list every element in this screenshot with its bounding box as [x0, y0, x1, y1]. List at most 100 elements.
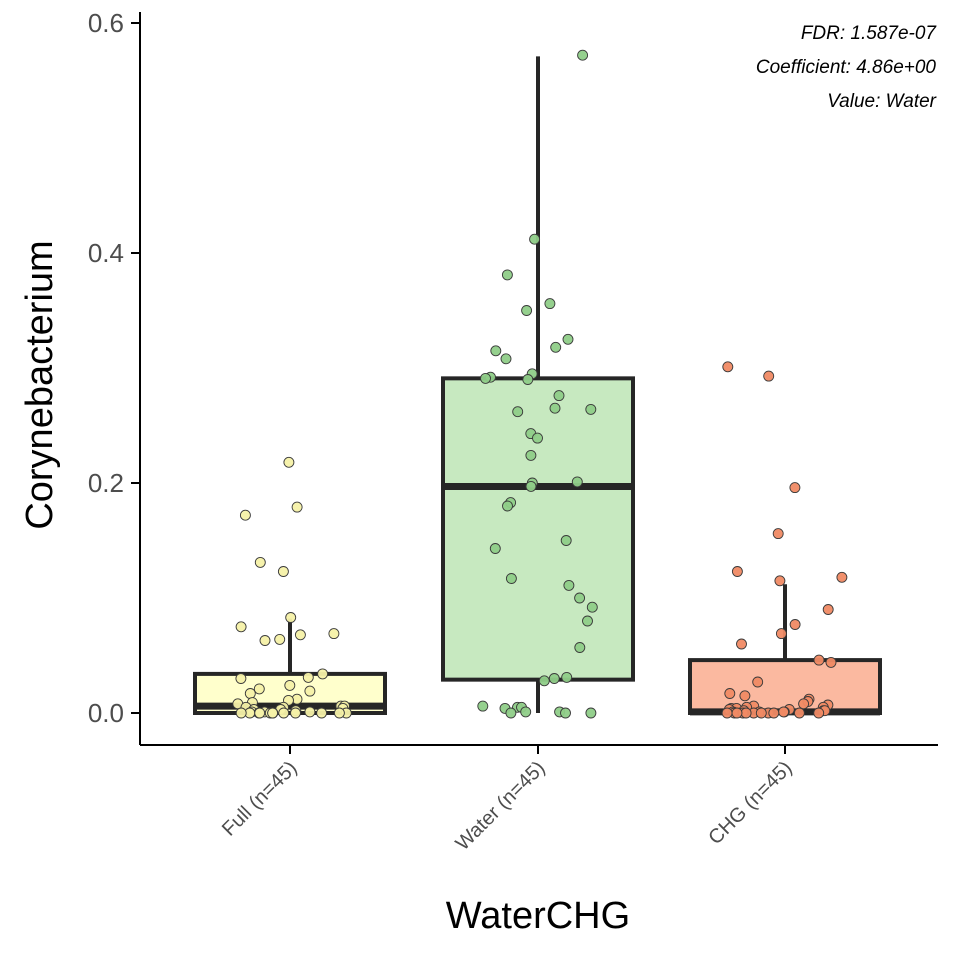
data-point	[490, 345, 502, 357]
data-point	[549, 402, 561, 414]
data-point	[532, 432, 543, 444]
data-point	[822, 604, 834, 615]
x-tick-label: Water (n=45)	[452, 757, 550, 855]
data-point	[316, 707, 328, 719]
data-point	[731, 566, 743, 577]
box-2	[688, 584, 882, 716]
y-tick-label: 0.2	[88, 468, 124, 498]
annotation-fdr: FDR: 1.587e-07	[801, 23, 938, 44]
data-point	[739, 690, 751, 702]
y-axis-title: Corynebacterium	[19, 240, 61, 529]
data-point	[560, 707, 571, 719]
data-point	[724, 688, 736, 699]
data-point	[290, 707, 301, 719]
data-point	[278, 707, 290, 719]
data-point	[538, 675, 550, 687]
x-axis: Full (n=45) Water (n=45) CHG (n=45)	[140, 744, 938, 855]
data-point	[789, 482, 801, 494]
data-point	[577, 49, 589, 61]
data-point	[574, 642, 586, 653]
data-point	[529, 233, 541, 245]
data-point	[562, 333, 574, 345]
data-point	[544, 298, 556, 310]
jitter-points	[232, 49, 848, 719]
box-1	[441, 56, 635, 713]
data-point	[277, 566, 289, 577]
data-point	[505, 573, 517, 584]
data-point	[525, 480, 537, 492]
data-point	[836, 571, 848, 583]
data-point	[561, 671, 573, 683]
data-point	[235, 621, 247, 633]
data-point	[553, 390, 565, 402]
data-point	[752, 676, 764, 688]
data-point	[244, 688, 256, 699]
iqr-box	[441, 376, 635, 682]
data-point	[294, 629, 306, 641]
data-point	[253, 683, 265, 695]
data-point	[480, 372, 491, 384]
data-point	[574, 592, 586, 604]
data-point	[477, 700, 489, 712]
y-tick-label: 0.6	[88, 8, 124, 38]
data-point	[778, 706, 790, 718]
annotation-value: Value: Water	[827, 91, 936, 112]
data-point	[585, 403, 597, 415]
data-point	[502, 500, 513, 512]
data-point	[333, 707, 345, 719]
data-point	[285, 612, 297, 623]
y-tick-label: 0.4	[88, 238, 124, 268]
y-axis: 0.0 0.2 0.4 0.6	[88, 8, 141, 745]
data-point	[525, 449, 537, 461]
data-point	[586, 601, 598, 613]
data-point	[505, 707, 517, 719]
data-point	[548, 673, 560, 684]
data-point	[239, 509, 251, 521]
data-point	[563, 579, 575, 591]
data-point	[328, 628, 340, 640]
data-point	[489, 543, 501, 554]
data-point	[235, 707, 247, 719]
data-point	[793, 707, 805, 719]
data-point	[512, 406, 524, 418]
data-point	[254, 707, 266, 719]
data-point	[813, 654, 825, 666]
iqr-box	[688, 658, 882, 715]
data-point	[235, 673, 247, 684]
data-point	[763, 370, 775, 382]
data-point	[825, 656, 837, 668]
data-point	[302, 671, 314, 683]
data-point	[520, 706, 532, 718]
data-point	[768, 707, 780, 719]
data-point	[789, 619, 801, 630]
data-point	[500, 353, 512, 365]
data-point	[813, 707, 825, 719]
data-point	[755, 707, 767, 719]
data-point	[772, 528, 784, 540]
data-point	[267, 707, 279, 719]
data-point	[521, 305, 533, 316]
data-point	[522, 374, 534, 385]
data-point	[254, 556, 266, 568]
data-point	[560, 535, 572, 546]
data-point	[284, 679, 296, 691]
data-point	[582, 615, 593, 627]
annotation-coefficient: Coefficient: 4.86e+00	[756, 57, 937, 78]
x-tick-label: Full (n=45)	[218, 757, 302, 841]
data-point	[550, 341, 562, 353]
data-point	[721, 707, 733, 719]
x-axis-title: WaterCHG	[446, 895, 630, 937]
data-point	[585, 707, 597, 719]
data-point	[317, 668, 329, 680]
data-point	[274, 633, 286, 645]
data-point	[722, 361, 734, 373]
y-tick-label: 0.0	[88, 698, 124, 728]
x-tick-label: CHG (n=45)	[704, 757, 796, 849]
data-point	[304, 685, 316, 697]
data-point	[798, 698, 810, 710]
data-point	[774, 575, 786, 587]
data-point	[736, 638, 747, 650]
data-point	[283, 456, 295, 468]
data-point	[291, 501, 303, 513]
